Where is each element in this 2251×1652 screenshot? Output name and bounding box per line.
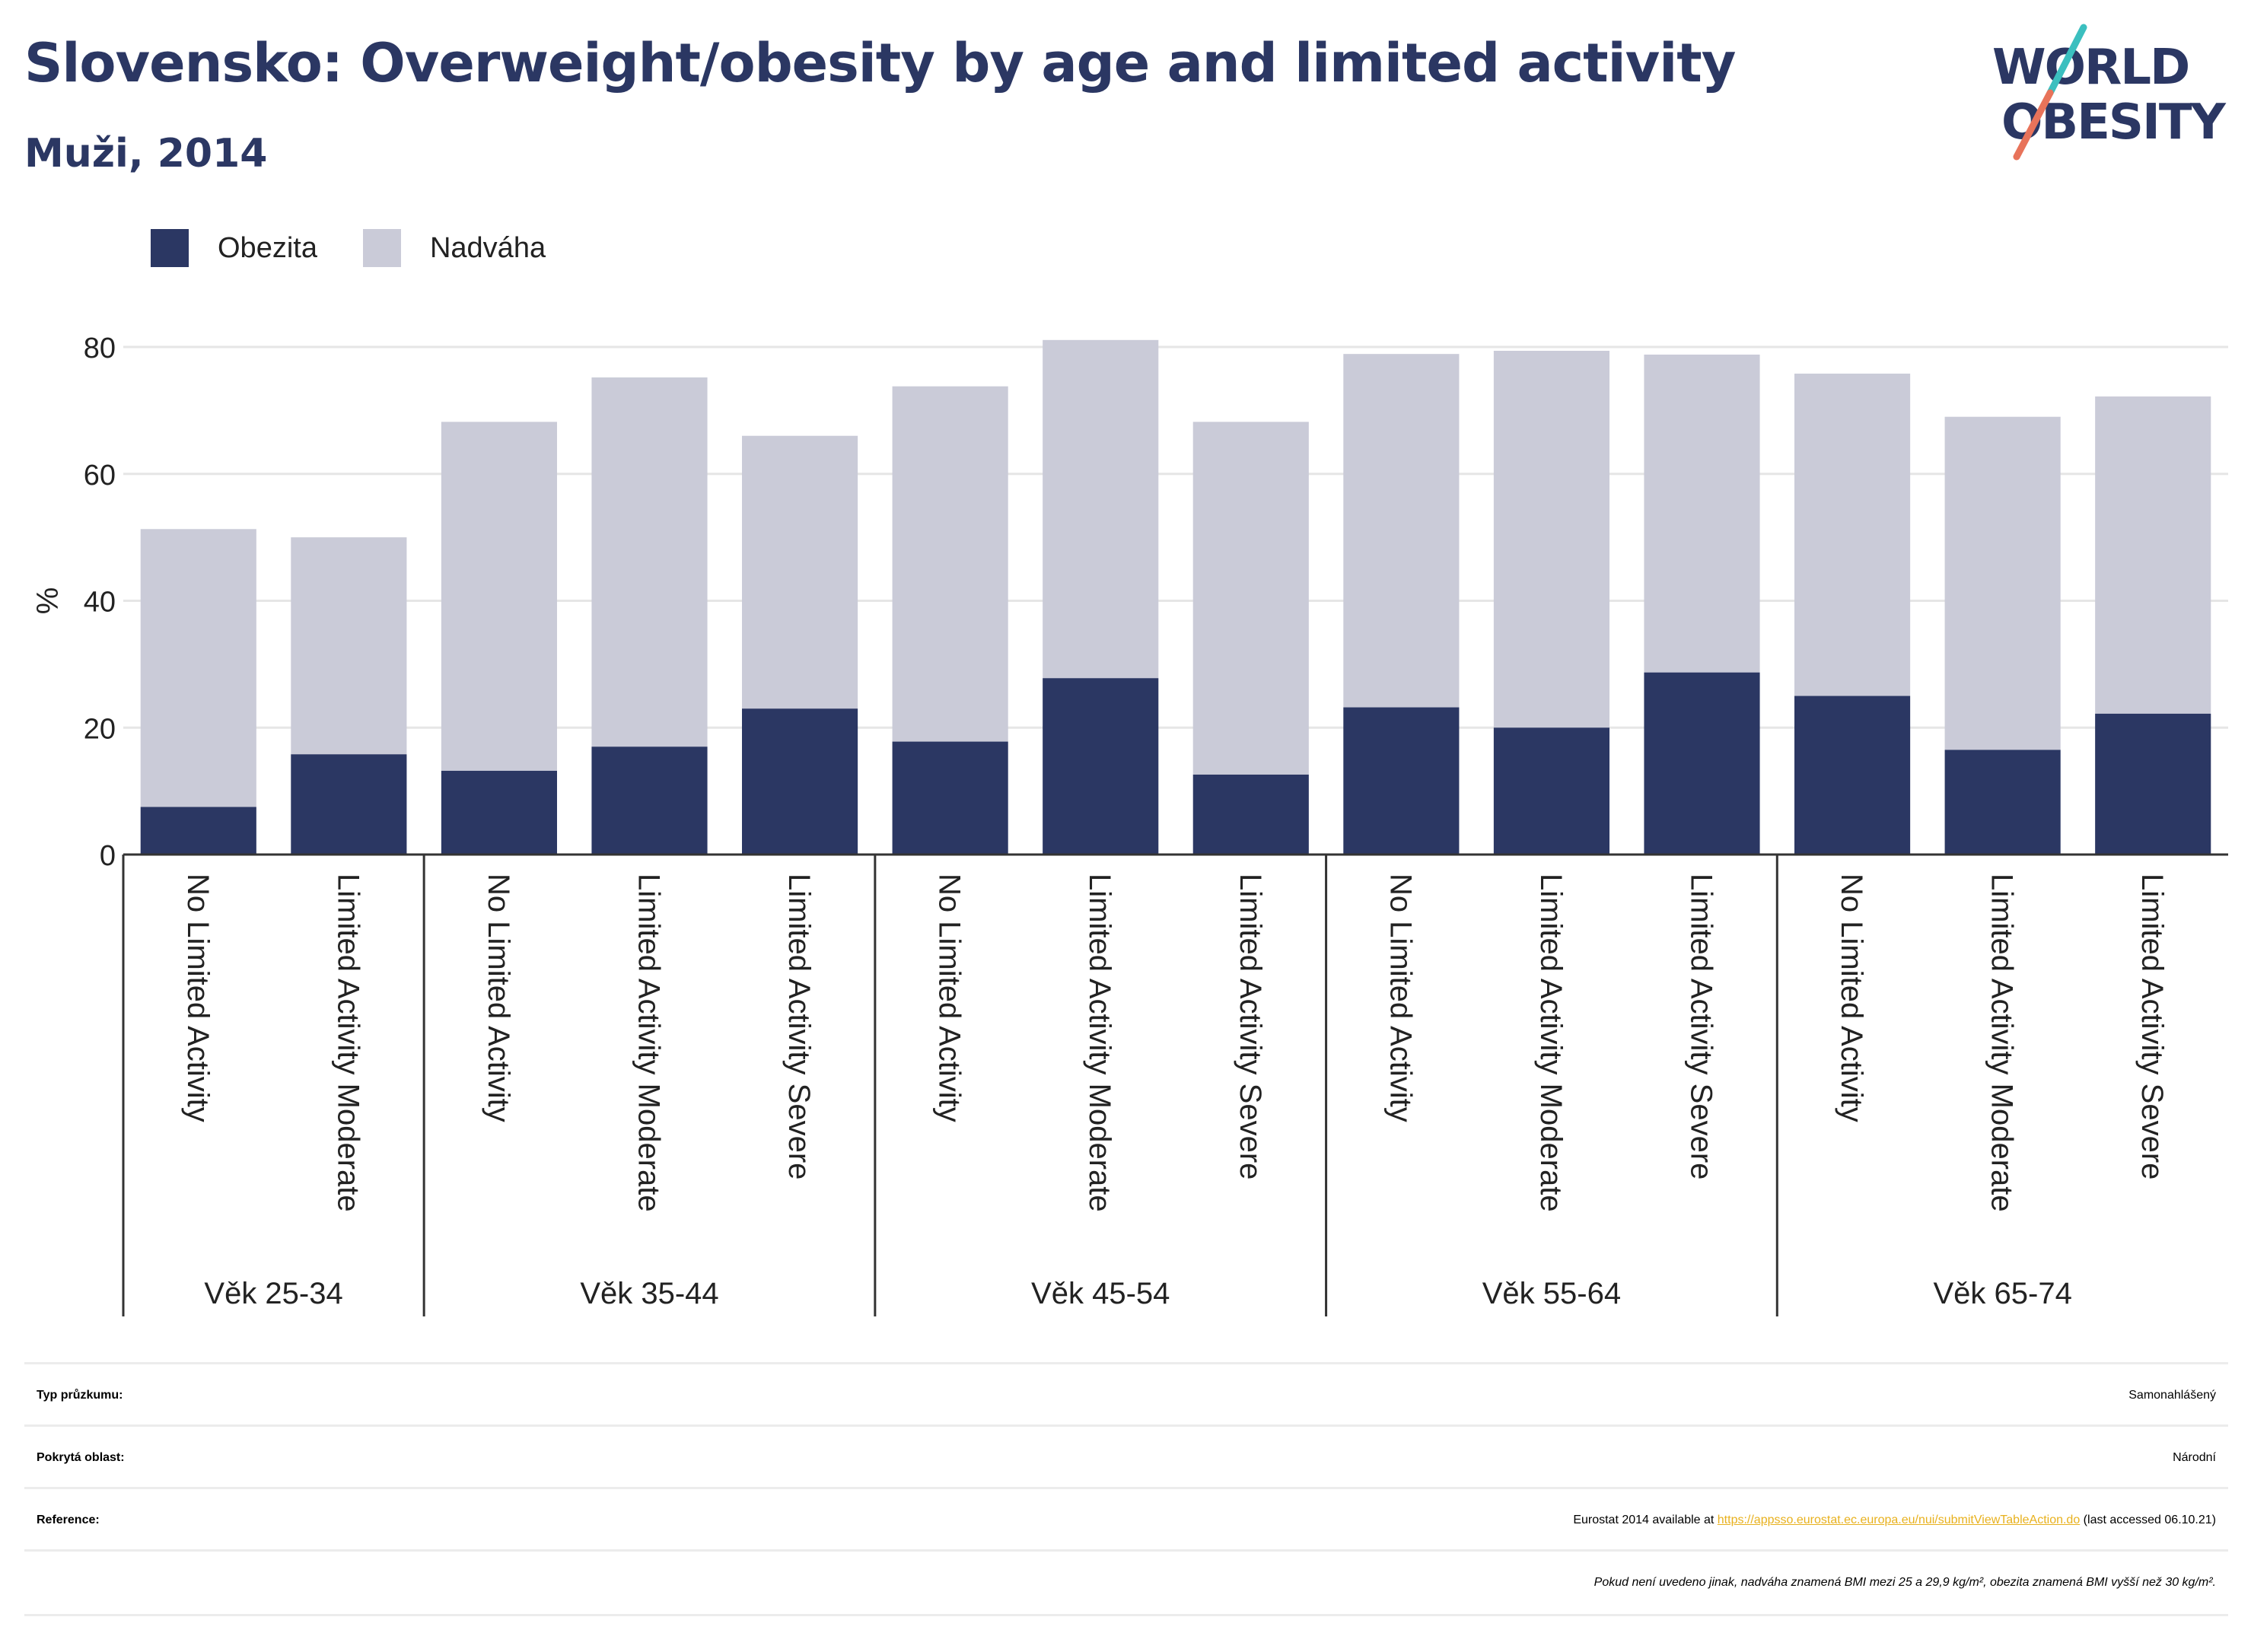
x-tick-label: No Limited Activity	[933, 874, 966, 1122]
chart-legend: Obezita Nadváha	[151, 225, 591, 271]
x-tick-label: Limited Activity Severe	[1685, 874, 1718, 1179]
y-tick-label: 60	[84, 460, 116, 492]
chart-title: Slovensko: Overweight/obesity by age and…	[24, 32, 1736, 94]
bar-obezita	[1644, 672, 1760, 855]
survey-type-label: Typ průzkumu:	[37, 1389, 123, 1402]
bar-obezita	[441, 770, 557, 855]
reference-label: Reference:	[37, 1514, 100, 1526]
svg-text:WORLD: WORLD	[1992, 40, 2189, 96]
reference-prefix: Eurostat 2014 available at	[1573, 1514, 1718, 1526]
x-tick-label: No Limited Activity	[181, 874, 215, 1122]
legend-label-obezita: Obezita	[218, 231, 317, 264]
x-tick-label: Limited Activity Moderate	[1985, 874, 2019, 1212]
stacked-bar-chart: 0 20 40 60 80% No Limited Activity Limited Act…	[31, 333, 2228, 1316]
bar-obezita	[742, 708, 858, 855]
y-tick-label: 40	[84, 587, 116, 619]
bar-nadvaha	[2095, 396, 2211, 714]
group-label: Věk 35-44	[580, 1277, 718, 1310]
bar-obezita	[2095, 713, 2211, 855]
survey-type-value: Samonahlášený	[2128, 1389, 2216, 1402]
bar-nadvaha	[1343, 354, 1460, 708]
bar-obezita	[291, 754, 407, 855]
group-label: Věk 25-34	[204, 1277, 342, 1310]
chart-subtitle: Muži, 2014	[24, 131, 268, 177]
bar-nadvaha	[591, 377, 708, 747]
coverage-label: Pokrytá oblast:	[37, 1451, 125, 1464]
x-tick-label: Limited Activity Moderate	[1083, 874, 1116, 1212]
bar-nadvaha	[291, 537, 407, 755]
legend-swatch-nadvaha	[362, 229, 401, 267]
bar-nadvaha	[1644, 355, 1760, 673]
info-row-reference: Reference: Eurostat 2014 available at ht…	[24, 1487, 2228, 1552]
bmi-note: Pokud není uvedeno jinak, nadváha znamen…	[1594, 1576, 2216, 1589]
y-tick-label: 80	[84, 333, 116, 364]
bar-obezita	[1192, 774, 1309, 855]
bar-nadvaha	[742, 435, 858, 709]
x-tick-label: No Limited Activity	[482, 874, 515, 1122]
x-tick-label: Limited Activity Moderate	[632, 874, 666, 1212]
world-obesity-logo: WORLD OBESITY	[1992, 24, 2227, 161]
bar-nadvaha	[1944, 416, 2061, 750]
reference-link[interactable]: https://appsso.eurostat.ec.europa.eu/nui…	[1717, 1514, 2081, 1526]
x-tick-label: Limited Activity Severe	[2135, 874, 2169, 1179]
y-tick-label: 0	[100, 840, 116, 872]
x-tick-label: No Limited Activity	[1835, 874, 1868, 1122]
reference-value: Eurostat 2014 available at https://appss…	[1573, 1514, 2228, 1527]
group-label: Věk 45-54	[1031, 1277, 1170, 1310]
bar-nadvaha	[1192, 422, 1309, 775]
info-row-note: Pokud není uvedeno jinak, nadváha znamen…	[24, 1549, 2228, 1616]
coverage-value: Národní	[2173, 1451, 2216, 1464]
legend-item-obezita: Obezita	[151, 229, 317, 267]
bar-obezita	[1493, 727, 1609, 855]
bar-nadvaha	[441, 422, 557, 771]
bar-obezita	[1343, 707, 1460, 855]
x-tick-label: No Limited Activity	[1383, 874, 1417, 1122]
bar-nadvaha	[140, 529, 256, 807]
group-label: Věk 65-74	[1933, 1277, 2071, 1310]
bar-obezita	[140, 807, 256, 855]
reference-suffix: (last accessed 06.10.21)	[2080, 1514, 2216, 1526]
bar-obezita	[591, 746, 708, 855]
bar-obezita	[1794, 695, 1911, 855]
bar-nadvaha	[1043, 339, 1159, 679]
x-tick-label: Limited Activity Severe	[782, 874, 816, 1179]
y-tick-label: 20	[84, 713, 116, 745]
bar-obezita	[1043, 678, 1159, 855]
x-tick-label: Limited Activity Moderate	[1534, 874, 1568, 1212]
legend-label-nadvaha: Nadváha	[429, 231, 546, 264]
x-tick-label: Limited Activity Severe	[1234, 874, 1267, 1179]
bar-nadvaha	[892, 386, 1008, 742]
svg-text:OBESITY: OBESITY	[2001, 94, 2226, 151]
x-tick-label: Limited Activity Moderate	[331, 874, 365, 1212]
legend-swatch-obezita	[151, 229, 189, 267]
bar-nadvaha	[1493, 351, 1609, 728]
legend-item-nadvaha: Nadváha	[362, 229, 546, 267]
y-axis-label: %	[31, 587, 65, 615]
info-row-survey-type: Typ průzkumu: Samonahlášený	[24, 1362, 2228, 1427]
group-label: Věk 55-64	[1482, 1277, 1621, 1310]
bar-obezita	[1944, 750, 2061, 855]
bar-obezita	[892, 741, 1008, 855]
info-row-coverage: Pokrytá oblast: Národní	[24, 1424, 2228, 1489]
bar-nadvaha	[1794, 374, 1911, 696]
